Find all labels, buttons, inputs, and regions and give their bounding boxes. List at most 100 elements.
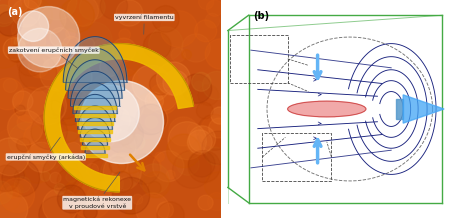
Circle shape [8, 110, 43, 145]
Circle shape [200, 114, 235, 148]
Circle shape [0, 178, 35, 213]
Circle shape [132, 65, 170, 102]
Circle shape [51, 89, 81, 119]
Circle shape [202, 71, 231, 99]
Circle shape [162, 77, 174, 89]
Text: vyvrzení filamentu: vyvrzení filamentu [115, 15, 174, 34]
Circle shape [63, 63, 92, 92]
Circle shape [147, 84, 178, 114]
Circle shape [100, 0, 128, 19]
Circle shape [189, 126, 216, 152]
Circle shape [69, 196, 97, 218]
Circle shape [31, 114, 67, 150]
Circle shape [0, 139, 30, 175]
Circle shape [55, 43, 69, 58]
Bar [78, 130, 112, 133]
Circle shape [103, 174, 123, 194]
Circle shape [17, 115, 32, 130]
Circle shape [23, 122, 55, 154]
Circle shape [3, 38, 26, 60]
Circle shape [51, 61, 61, 72]
Circle shape [171, 48, 185, 62]
Circle shape [0, 128, 29, 162]
Circle shape [198, 0, 214, 9]
Circle shape [167, 134, 201, 168]
Circle shape [163, 70, 188, 95]
Circle shape [12, 0, 40, 27]
Circle shape [115, 69, 138, 92]
Circle shape [103, 153, 142, 191]
Circle shape [145, 92, 164, 110]
Circle shape [54, 183, 65, 194]
Circle shape [207, 192, 226, 211]
Circle shape [106, 44, 140, 78]
Circle shape [0, 5, 14, 27]
Circle shape [182, 34, 210, 62]
Circle shape [83, 174, 97, 187]
Circle shape [40, 172, 51, 181]
Circle shape [173, 150, 211, 188]
Circle shape [115, 126, 134, 145]
Circle shape [39, 196, 77, 218]
Circle shape [82, 117, 110, 145]
Circle shape [115, 94, 143, 121]
Circle shape [32, 46, 65, 80]
Circle shape [48, 136, 63, 150]
Circle shape [116, 0, 143, 26]
Circle shape [198, 85, 219, 106]
Circle shape [140, 105, 168, 133]
Circle shape [27, 142, 57, 172]
Circle shape [198, 195, 213, 210]
Circle shape [0, 179, 21, 212]
Circle shape [149, 73, 171, 95]
Circle shape [211, 107, 229, 124]
Circle shape [53, 132, 84, 163]
Circle shape [81, 97, 92, 107]
Circle shape [13, 87, 49, 123]
Circle shape [182, 74, 212, 103]
Circle shape [100, 155, 138, 192]
Circle shape [79, 0, 105, 20]
Circle shape [112, 177, 150, 214]
Circle shape [125, 206, 136, 216]
Circle shape [90, 160, 112, 181]
Circle shape [0, 35, 21, 68]
Circle shape [142, 50, 157, 65]
Circle shape [41, 117, 59, 135]
Circle shape [41, 150, 61, 170]
Circle shape [182, 50, 192, 60]
Circle shape [18, 11, 49, 41]
Circle shape [13, 91, 33, 111]
Circle shape [18, 0, 53, 32]
Circle shape [9, 122, 46, 158]
Circle shape [57, 185, 86, 213]
Circle shape [0, 192, 28, 218]
Circle shape [28, 87, 66, 125]
Circle shape [135, 104, 166, 135]
Circle shape [15, 105, 25, 116]
Circle shape [145, 116, 157, 128]
Circle shape [140, 156, 161, 177]
Circle shape [57, 121, 79, 142]
Circle shape [0, 165, 19, 192]
Circle shape [116, 146, 144, 174]
Circle shape [51, 89, 88, 125]
Circle shape [156, 62, 190, 95]
Circle shape [192, 72, 211, 91]
Circle shape [168, 122, 207, 160]
Circle shape [188, 151, 221, 182]
Circle shape [86, 164, 98, 176]
Circle shape [155, 152, 165, 162]
Circle shape [157, 202, 174, 218]
Text: magnetická rekonexe
v proudové vrstvě: magnetická rekonexe v proudové vrstvě [63, 172, 131, 209]
Bar [81, 146, 109, 149]
Circle shape [64, 115, 81, 131]
Bar [75, 114, 115, 117]
Circle shape [17, 138, 31, 152]
Circle shape [40, 57, 74, 91]
Circle shape [100, 122, 136, 158]
Circle shape [152, 151, 184, 182]
Circle shape [188, 130, 212, 154]
Circle shape [50, 172, 61, 183]
Circle shape [65, 46, 88, 68]
